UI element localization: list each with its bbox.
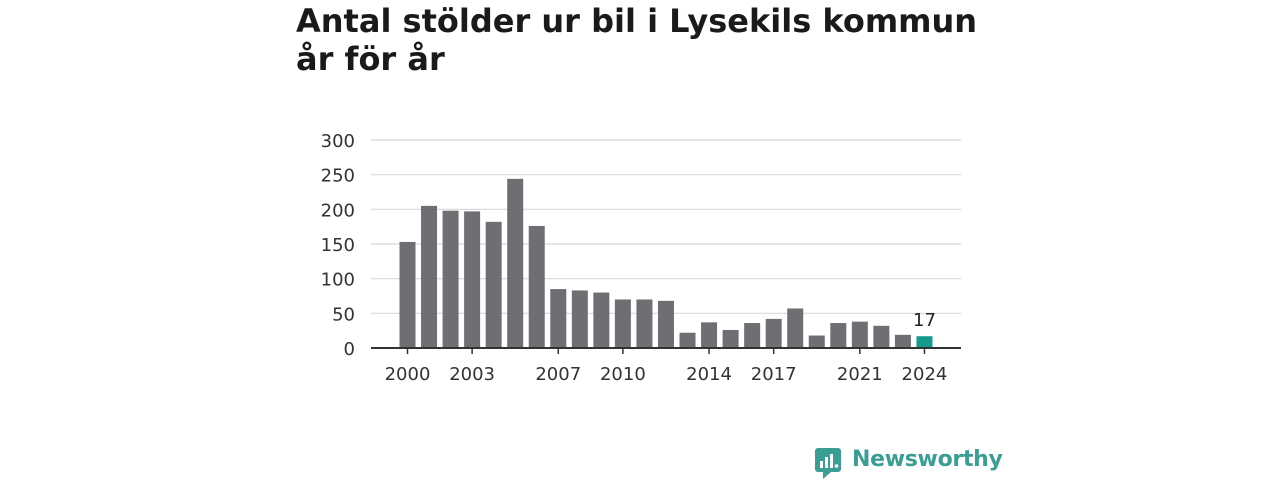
bar-2005 (507, 178, 524, 348)
bar-2015 (722, 329, 739, 348)
bar-2021 (851, 321, 868, 348)
bar-2008 (571, 290, 588, 348)
data-labels: 17 (913, 310, 936, 331)
bars (399, 178, 933, 348)
x-tick-label: 2017 (751, 364, 797, 385)
y-tick-label: 0 (344, 339, 355, 360)
bar-2007 (550, 289, 567, 348)
newsworthy-logo-text: Newsworthy (852, 447, 1003, 472)
x-tick-label: 2000 (385, 364, 431, 385)
bar-2001 (421, 205, 438, 348)
bar-2017 (765, 318, 782, 348)
bar-2019 (808, 335, 825, 348)
bar-2024 (916, 336, 933, 348)
bar-2002 (442, 210, 459, 348)
y-tick-label: 300 (321, 131, 355, 152)
bar-2023 (894, 334, 911, 348)
y-tick-label: 150 (321, 235, 355, 256)
data-label-highlight: 17 (913, 310, 936, 331)
bar-2018 (787, 308, 804, 348)
bar-2004 (485, 221, 502, 348)
gridlines (371, 139, 961, 314)
newsworthy-logo-icon (815, 448, 841, 479)
newsworthy-logo: Newsworthy (814, 446, 1003, 480)
y-axis-ticks: 0 50 100 150 200 250 300 (321, 131, 355, 360)
x-tick-label: 2007 (535, 364, 581, 385)
chart-title: Antal stölder ur bil i Lysekils kommun å… (296, 2, 978, 78)
y-tick-label: 50 (332, 304, 355, 325)
bar-2006 (528, 225, 545, 348)
bar-2011 (636, 299, 653, 348)
bar-2000 (399, 241, 416, 348)
bar-2014 (701, 322, 718, 348)
x-tick-label: 2021 (837, 364, 883, 385)
x-tick-label: 2010 (600, 364, 646, 385)
bar-2013 (679, 332, 696, 348)
x-tick-label: 2014 (686, 364, 732, 385)
x-axis-ticks: 2000 2003 2007 2010 2014 2017 2021 2024 (385, 348, 948, 385)
bar-2010 (614, 299, 631, 348)
x-tick-label: 2003 (449, 364, 495, 385)
bar-2012 (657, 300, 674, 348)
y-tick-label: 100 (321, 270, 355, 291)
bar-2020 (830, 323, 847, 348)
x-tick-label: 2024 (902, 364, 948, 385)
bar-2003 (464, 211, 481, 348)
bar-2022 (873, 325, 890, 348)
bar-2016 (744, 323, 761, 348)
y-tick-label: 200 (321, 200, 355, 221)
y-tick-label: 250 (321, 166, 355, 187)
bar-2009 (593, 292, 610, 348)
